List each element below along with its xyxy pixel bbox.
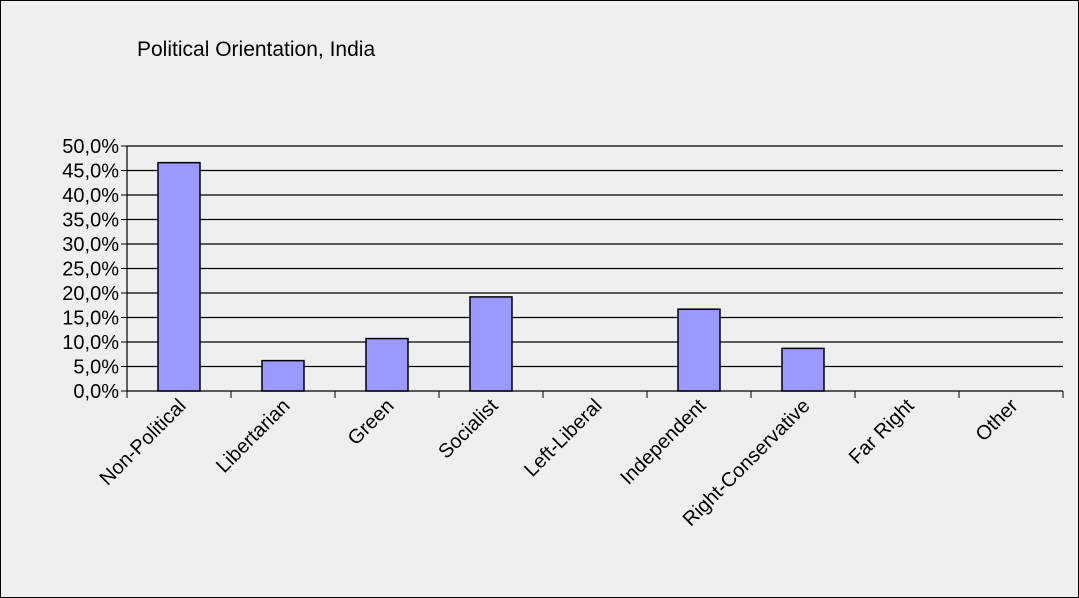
x-category-label: Non-Political (96, 395, 191, 490)
x-category-label: Green (344, 395, 399, 450)
bar-libertarian (261, 359, 305, 392)
y-tick-label: 15,0% (62, 308, 119, 330)
y-tick-label: 20,0% (62, 283, 119, 305)
x-category-label: Left-Liberal (520, 395, 606, 481)
bar-independent (677, 308, 721, 392)
x-category-label: Socialist (434, 395, 503, 464)
y-tick-label: 0,0% (73, 381, 119, 403)
x-category-label: Other (972, 395, 1023, 446)
y-tick-label: 5,0% (73, 357, 119, 379)
y-tick-label: 35,0% (62, 210, 119, 232)
bar-socialist (469, 296, 513, 392)
y-tick-label: 10,0% (62, 332, 119, 354)
y-tick-label: 45,0% (62, 161, 119, 183)
gridlines (127, 145, 1063, 368)
y-tick-label: 30,0% (62, 234, 119, 256)
y-tick-labels: 0,0%5,0% 10,0%15,0% 20,0%25,0% 30,0%35,0% 40… (62, 136, 119, 403)
bar-green (365, 337, 409, 392)
bar-non-political (157, 161, 201, 392)
y-tick-label: 25,0% (62, 259, 119, 281)
x-category-label: Independent (616, 395, 711, 490)
x-category-labels: Non-Political Libertarian Green Socialist Le… (96, 395, 1023, 531)
y-tick-label: 40,0% (62, 185, 119, 207)
bars (157, 161, 825, 392)
chart-title: Political Orientation, India (137, 38, 375, 61)
axes (121, 145, 1064, 398)
x-category-label: Far Right (845, 395, 919, 469)
bar-right-conservative (781, 347, 825, 392)
x-category-label: Libertarian (212, 395, 294, 477)
y-tick-label: 50,0% (62, 136, 119, 158)
